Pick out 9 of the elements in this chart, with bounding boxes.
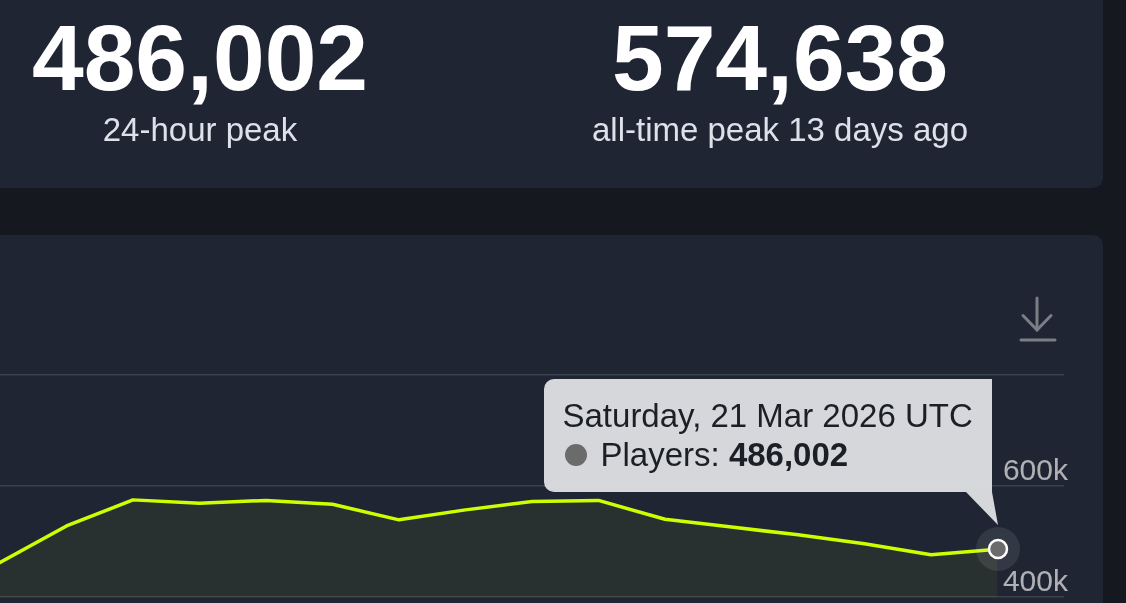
y-tick-label: 400k — [1002, 564, 1069, 598]
annotation: Players: 486,002 — [600, 435, 849, 475]
text: 574,638 — [610, 6, 950, 110]
text: 486,002 — [30, 6, 370, 110]
text: 24-hour peak — [101, 111, 299, 148]
y-tick-label: 600k — [1002, 453, 1069, 487]
annotation: Saturday, 21 Mar 2026 UTC — [562, 396, 973, 436]
text: all-time peak 13 days ago — [590, 111, 970, 148]
tooltip: Saturday, 21 Mar 2026 UTC Players: 486,002 — [543, 379, 998, 526]
